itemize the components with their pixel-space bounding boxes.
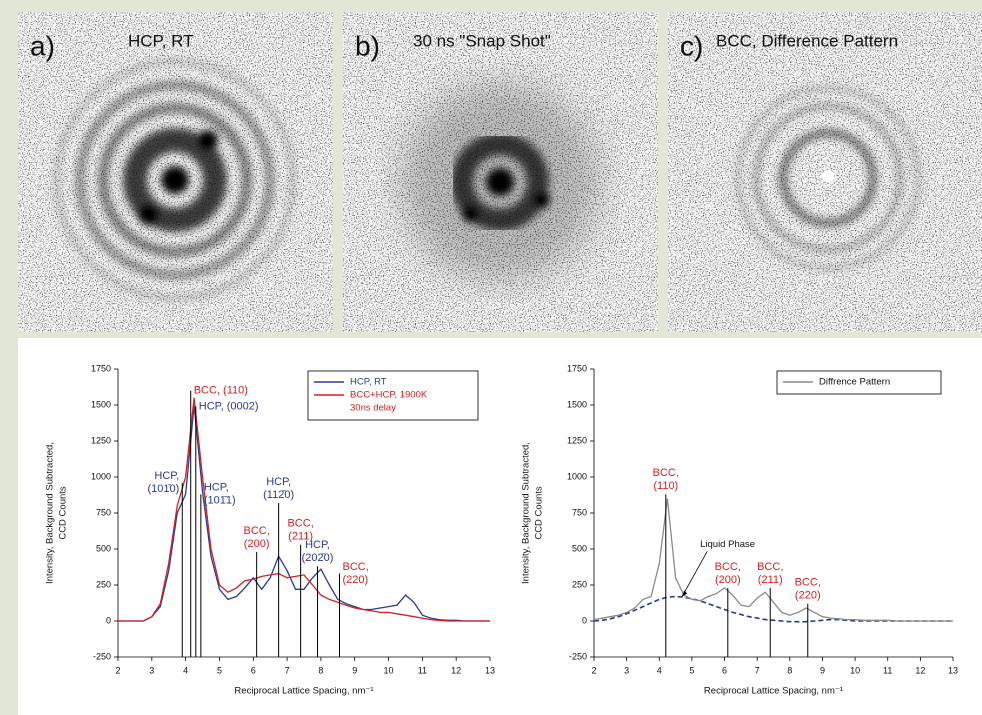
arrow-head bbox=[682, 590, 688, 597]
peak-label: HCP, bbox=[154, 470, 179, 482]
x-tick-label: 7 bbox=[755, 665, 760, 675]
x-tick-label: 6 bbox=[722, 665, 727, 675]
series-line bbox=[118, 397, 490, 622]
series-line bbox=[593, 498, 953, 622]
y-tick-label: 1000 bbox=[567, 471, 587, 481]
y-axis-label: Intensity, Background Subtracted, bbox=[45, 442, 56, 584]
panel-caption: 30 ns "Snap Shot" bbox=[413, 31, 551, 50]
x-tick-label: 6 bbox=[251, 665, 256, 675]
x-tick-label: 11 bbox=[883, 665, 892, 675]
y-tick-label: 1000 bbox=[91, 471, 111, 481]
y-tick-label: 750 bbox=[96, 507, 111, 517]
legend-label: 30ns delay bbox=[350, 403, 396, 414]
series-line bbox=[118, 404, 490, 622]
y-tick-label: 1250 bbox=[91, 435, 111, 445]
peak-label: BCC, (110) bbox=[194, 385, 248, 397]
panel-label: c) bbox=[680, 30, 703, 61]
peak-label: (211) bbox=[758, 574, 783, 586]
x-tick-label: 3 bbox=[149, 665, 154, 675]
panel-caption: HCP, RT bbox=[128, 31, 194, 50]
peak-label: (211) bbox=[288, 531, 313, 543]
legend-label: BCC+HCP, 1900K bbox=[350, 390, 428, 401]
peak-label: HCP, bbox=[204, 482, 229, 494]
y-tick-label: 750 bbox=[572, 507, 587, 517]
diffraction-image bbox=[18, 12, 333, 332]
x-tick-label: 9 bbox=[352, 665, 357, 675]
x-tick-label: 2 bbox=[115, 665, 120, 675]
peak-label: BCC, bbox=[715, 561, 741, 573]
x-tick-label: 8 bbox=[318, 665, 323, 675]
x-tick-label: 13 bbox=[948, 665, 958, 675]
x-axis-label: Reciprocal Lattice Spacing, nm⁻¹ bbox=[704, 686, 843, 697]
diffraction-image bbox=[343, 12, 658, 332]
diffraction-image bbox=[668, 12, 982, 332]
legend-label: HCP, RT bbox=[350, 377, 387, 388]
legend-label: Diffrence Pattern bbox=[819, 377, 890, 388]
x-tick-label: 2 bbox=[591, 665, 596, 675]
x-tick-label: 12 bbox=[451, 665, 461, 675]
x-tick-label: 8 bbox=[787, 665, 792, 675]
x-tick-label: 7 bbox=[285, 665, 290, 675]
legend-box bbox=[776, 370, 942, 395]
peak-label: HCP, bbox=[266, 476, 291, 488]
peak-label: (101̄1) bbox=[204, 495, 236, 507]
x-tick-label: 13 bbox=[485, 665, 495, 675]
peak-label: BCC, bbox=[757, 561, 783, 573]
y-tick-label: 250 bbox=[96, 579, 111, 589]
peak-label: (112̄0) bbox=[263, 489, 294, 501]
y-tick-label: 500 bbox=[572, 543, 587, 553]
x-tick-label: 9 bbox=[820, 665, 825, 675]
panel-label: a) bbox=[30, 30, 55, 61]
x-tick-label: 11 bbox=[418, 665, 427, 675]
y-tick-label: -250 bbox=[569, 651, 587, 661]
x-tick-label: 3 bbox=[624, 665, 629, 675]
y-axis-label: Intensity, Background Subtracted, bbox=[521, 442, 532, 584]
y-axis-label: CCD Counts bbox=[58, 486, 69, 540]
y-tick-label: 0 bbox=[582, 615, 587, 625]
peak-label: (220) bbox=[795, 590, 821, 602]
peak-label: BCC, bbox=[653, 467, 679, 479]
center-spot bbox=[822, 170, 834, 182]
peak-label: BCC, bbox=[287, 518, 313, 530]
y-axis-label: CCD Counts bbox=[534, 486, 545, 540]
annotation-arrow bbox=[681, 551, 708, 597]
panel-label: b) bbox=[355, 30, 380, 61]
x-tick-label: 4 bbox=[183, 665, 188, 675]
peak-label: BCC, bbox=[244, 525, 270, 537]
x-tick-label: 12 bbox=[915, 665, 925, 675]
chart-area bbox=[18, 338, 982, 715]
y-tick-label: -250 bbox=[93, 651, 111, 661]
peak-label: (220) bbox=[343, 574, 369, 586]
x-tick-label: 5 bbox=[689, 665, 694, 675]
y-tick-label: 0 bbox=[106, 615, 111, 625]
y-tick-label: 1750 bbox=[567, 363, 587, 373]
peak-label: BCC, bbox=[795, 577, 821, 589]
peak-label: (101̄0) bbox=[147, 483, 179, 495]
x-tick-label: 5 bbox=[217, 665, 222, 675]
peak-label: HCP, bbox=[305, 539, 330, 551]
panel-caption: BCC, Difference Pattern bbox=[716, 31, 898, 50]
x-tick-label: 10 bbox=[850, 665, 860, 675]
peak-label: (110) bbox=[653, 480, 678, 492]
x-axis-label: Reciprocal Lattice Spacing, nm⁻¹ bbox=[234, 686, 373, 697]
y-tick-label: 1500 bbox=[567, 399, 587, 409]
y-tick-label: 1500 bbox=[91, 399, 111, 409]
peak-label: (200) bbox=[244, 538, 270, 550]
y-tick-label: 500 bbox=[96, 543, 111, 553]
peak-label: (200) bbox=[715, 574, 741, 586]
peak-label: (202̄0) bbox=[302, 552, 334, 564]
annotation: Liquid Phase bbox=[700, 539, 755, 550]
peak-label: HCP, (0002) bbox=[199, 400, 259, 412]
y-tick-label: 250 bbox=[572, 579, 587, 589]
peak-label: BCC, bbox=[343, 561, 369, 573]
y-tick-label: 1750 bbox=[91, 363, 111, 373]
y-tick-label: 1250 bbox=[567, 435, 587, 445]
x-tick-label: 10 bbox=[384, 665, 394, 675]
x-tick-label: 4 bbox=[657, 665, 662, 675]
